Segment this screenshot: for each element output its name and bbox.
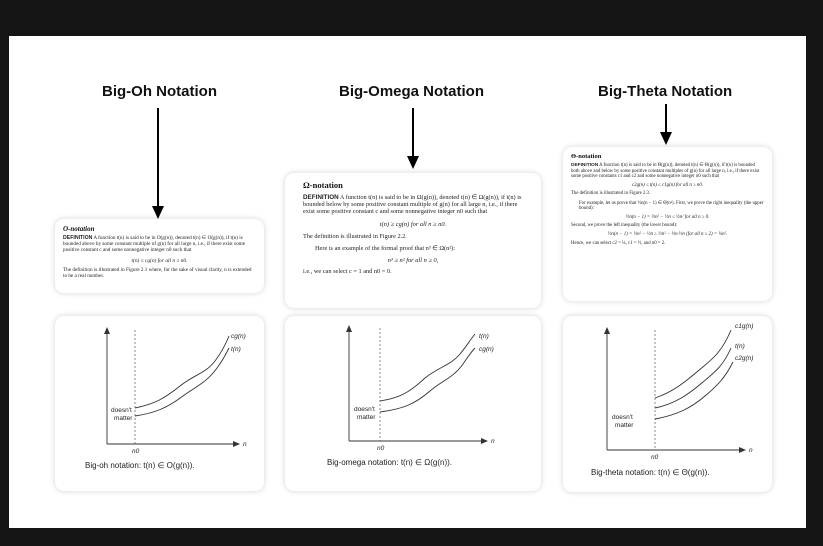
example-conclusion: Hence, we can select c2 = ¼, c1 = ½, and… [571, 240, 666, 246]
definition-note: The definition is illustrated in Figure … [571, 191, 651, 197]
lower-curve-label: cg(n) [479, 346, 494, 353]
example-lower-intro: Second, we prove the left inequality (th… [571, 223, 678, 229]
down-arrow-big-omega [407, 108, 419, 169]
example-formula: n³ ≥ n² for all n ≥ 0, [387, 256, 439, 264]
figure-caption: Big-oh notation: t(n) ∈ O(g(n)). [85, 461, 195, 470]
upper-curve-label: t(n) [479, 333, 489, 340]
down-arrow-big-theta [660, 104, 672, 145]
n0-tick-label: n0 [377, 445, 385, 452]
upper-curve-label: c1g(n) [735, 323, 753, 330]
definition-formula: c2g(n) ≤ t(n) ≤ c1g(n) for all n ≥ n0. [631, 182, 704, 188]
upper-curve [134, 335, 230, 409]
example-intro: Here is an example of the formal proof t… [315, 245, 456, 253]
definition-card-big-oh: O-notation DEFINITION A function t(n) is… [55, 219, 264, 293]
n0-tick-label: n0 [132, 448, 140, 455]
x-axis-label: n [749, 447, 753, 454]
example-intro: For example, let us prove that ½n(n − 1)… [579, 200, 764, 212]
down-arrow-big-oh [152, 108, 164, 219]
lower-curve-label: t(n) [231, 346, 241, 353]
middle-curve-label: t(n) [735, 343, 745, 350]
x-axis-arrowhead [739, 447, 746, 453]
heading-big-oh: Big-Oh Notation [102, 83, 217, 100]
x-axis-label: n [491, 438, 495, 445]
y-axis-arrowhead [104, 327, 110, 334]
y-axis-arrowhead [604, 327, 610, 334]
n0-tick-label: n0 [651, 454, 659, 460]
figure-caption: Big-omega notation: t(n) ∈ Ω(g(n)). [327, 458, 452, 467]
figure-caption: Big-theta notation: t(n) ∈ Θ(g(n)). [591, 468, 710, 477]
lower-curve-label: c2g(n) [735, 355, 753, 362]
graph-card-big-theta: c1g(n) t(n) c2g(n) doesn't matter n0 n B… [563, 316, 772, 492]
definition-text: A function t(n) is said to be in O(g(n))… [63, 235, 245, 253]
y-axis-arrowhead [346, 325, 352, 332]
definition-title: Θ-notation [571, 153, 602, 160]
lower-curve [379, 347, 476, 413]
region-label-line1: doesn't [354, 406, 375, 413]
region-label-line2: matter [114, 415, 133, 422]
definition-formula: t(n) ≥ cg(n) for all n ≥ n0. [379, 220, 447, 228]
graph-card-big-oh: cg(n) t(n) doesn't matter n0 n Big-oh no… [55, 316, 264, 491]
definition-title: O-notation [63, 225, 95, 233]
graph-card-big-omega: t(n) cg(n) doesn't matter n0 n Big-omega… [285, 316, 541, 491]
definition-note: The definition is illustrated in Figure … [303, 233, 407, 241]
definition-label: DEFINITION [571, 163, 599, 168]
heading-big-omega: Big-Omega Notation [339, 83, 484, 100]
definition-note: The definition is illustrated in Figure … [63, 267, 252, 280]
region-label-line1: doesn't [111, 407, 132, 414]
lower-curve [134, 347, 230, 417]
big-theta-graph: c1g(n) t(n) c2g(n) doesn't matter n0 n [604, 323, 753, 460]
definition-text: A function t(n) is said to be in Θ(g(n))… [571, 163, 760, 180]
lower-curve [654, 361, 734, 420]
middle-curve [654, 347, 732, 409]
big-omega-graph: t(n) cg(n) doesn't matter n0 n [346, 325, 495, 452]
region-label-line1: doesn't [612, 414, 633, 421]
definition-text: A function t(n) is said to be in Ω(g(n))… [303, 194, 522, 216]
definition-label: DEFINITION [63, 235, 93, 241]
definition-formula: t(n) ≤ cg(n) for all n ≥ n0. [131, 257, 188, 264]
definition-title: Ω-notation [303, 180, 343, 190]
big-oh-graph: cg(n) t(n) doesn't matter n0 n [104, 327, 247, 455]
upper-curve [379, 333, 476, 402]
example-conclusion: i.e., we can select c = 1 and n0 = 0. [303, 267, 392, 275]
upper-curve [654, 329, 732, 399]
example-formula-lower: ½n(n − 1) = ½n² − ½n ≥ ½n² − ½n·½n (for … [607, 231, 728, 237]
definition-card-big-omega: Ω-notation DEFINITION A function t(n) is… [285, 173, 541, 308]
x-axis-label: n [243, 441, 247, 448]
x-axis-arrowhead [481, 438, 488, 444]
definition-label: DEFINITION [303, 194, 339, 201]
x-axis-arrowhead [233, 441, 240, 447]
region-label-line2: matter [615, 422, 634, 429]
example-formula: ½n(n − 1) = ½n² − ½n ≤ ½n² for all n ≥ 0… [625, 214, 710, 220]
heading-big-theta: Big-Theta Notation [598, 83, 733, 100]
upper-curve-label: cg(n) [231, 333, 246, 340]
definition-card-big-theta: Θ-notation DEFINITION A function t(n) is… [563, 147, 772, 301]
region-label-line2: matter [357, 414, 376, 421]
